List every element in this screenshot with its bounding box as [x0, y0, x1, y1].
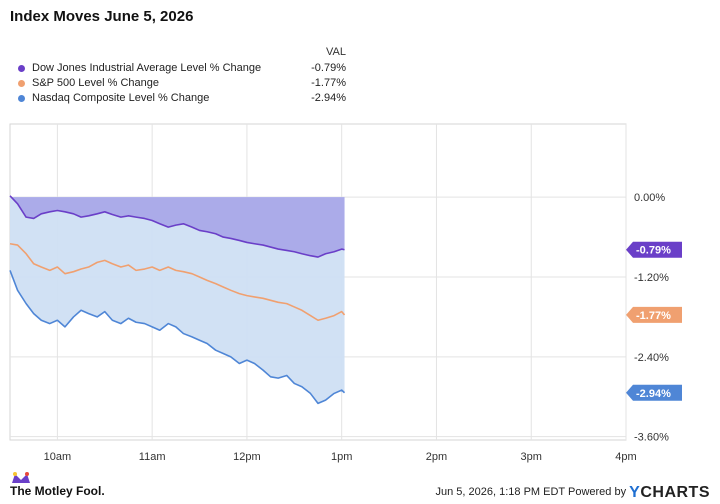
x-tick-label: 3pm	[521, 451, 542, 463]
x-tick-label: 1pm	[331, 451, 352, 463]
nasdaq-end-flag	[626, 384, 682, 401]
motley-fool-text: The Motley Fool.	[10, 484, 105, 498]
page-title: Index Moves June 5, 2026	[10, 8, 194, 25]
end-value-label: -1.77%	[636, 310, 671, 322]
legend-value: -1.77%	[311, 77, 346, 89]
x-tick-label: 12pm	[233, 451, 261, 463]
x-tick-label: 11am	[139, 451, 166, 463]
x-tick-label: 2pm	[426, 451, 447, 463]
legend-label: S&P 500 Level % Change	[32, 77, 159, 89]
legend-item-sp500[interactable]: S&P 500 Level % Change -1.77%	[18, 77, 348, 91]
end-value-label: -0.79%	[636, 245, 671, 257]
legend-item-dow[interactable]: Dow Jones Industrial Average Level % Cha…	[18, 62, 348, 76]
legend-label: Nasdaq Composite Level % Change	[32, 92, 210, 104]
x-tick-label: 10am	[44, 451, 72, 463]
y-tick-label: -1.20%	[634, 272, 669, 284]
y-tick-label: -3.60%	[634, 432, 669, 444]
ycharts-logo-y: Y	[629, 484, 641, 501]
dow-end-flag	[626, 241, 682, 258]
dow-line	[9, 195, 345, 258]
ycharts-logo-text: CHARTS	[640, 484, 710, 501]
sp500-line	[9, 242, 346, 322]
end-value-label: -2.94%	[636, 388, 671, 400]
nasdaq-line	[9, 270, 346, 405]
dow-area	[10, 195, 345, 258]
footer-credit: Jun 5, 2026, 1:18 PM EDT Powered by YCHA…	[436, 484, 710, 502]
y-tick-label: 0.00%	[634, 192, 665, 204]
x-tick-label: 4pm	[615, 451, 636, 463]
legend-label: Dow Jones Industrial Average Level % Cha…	[32, 62, 262, 74]
legend-item-nasdaq[interactable]: Nasdaq Composite Level % Change -2.94%	[18, 92, 348, 106]
legend-value: -0.79%	[311, 62, 346, 74]
legend-value-header: VAL	[326, 46, 346, 58]
legend-dot-icon	[18, 65, 25, 72]
legend-dot-icon	[18, 80, 25, 87]
ycharts-logo: YCHARTS	[629, 484, 710, 501]
legend-value: -2.94%	[311, 92, 346, 104]
sp500-end-flag	[626, 306, 682, 323]
y-tick-label: -2.40%	[634, 352, 669, 364]
jester-hat-icon	[12, 472, 30, 483]
nasdaq-area	[10, 197, 345, 404]
legend-dot-icon	[18, 95, 25, 102]
timestamp: Jun 5, 2026, 1:18 PM EDT Powered by	[435, 486, 627, 498]
